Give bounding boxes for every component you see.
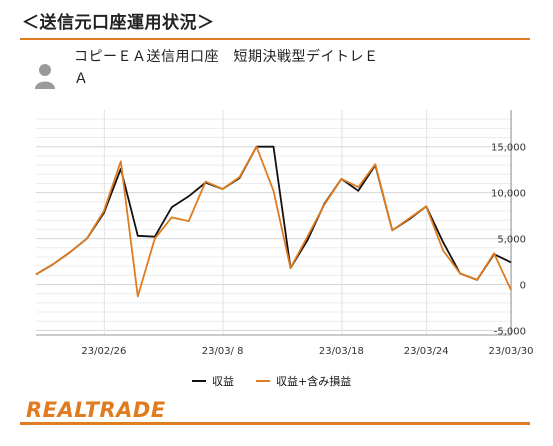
y-tick-label: 15,000 [491, 143, 526, 154]
realtrade-logo: REALTRADE [26, 398, 166, 421]
legend-label-0: 収益 [212, 374, 234, 388]
y-tick-label: -5,000 [494, 326, 526, 337]
chart-axes [36, 110, 512, 336]
y-tick-label: 5,000 [497, 235, 526, 246]
x-tick-label: 23/03/24 [404, 346, 449, 357]
account-name: コピーＥＡ送信用口座 短期決戦型デイトレＥＡ [74, 49, 379, 87]
x-tick-label: 23/03/18 [319, 346, 364, 357]
header-divider [20, 38, 530, 40]
y-tick-label: 0 [520, 280, 526, 291]
series-line-0 [35, 145, 512, 281]
y-tick-label: 10,000 [491, 189, 526, 200]
series-line-1 [35, 145, 512, 298]
x-tick-label: 23/02/26 [81, 346, 126, 357]
equity-chart: 23/02/26 23/03/ 8 23/03/18 23/03/24 23/03/30… [35, 110, 533, 388]
section-title: ＜送信元口座運用状況＞ [22, 13, 215, 33]
footer-divider [20, 422, 530, 425]
x-tick-label: 23/03/ 8 [202, 346, 244, 357]
svg-text:REALTRADE: REALTRADE [26, 398, 166, 421]
chart-series [35, 145, 512, 298]
y-axis-labels: -5,000 0 5,000 10,000 15,000 [491, 143, 526, 338]
legend-label-1: 収益+含み損益 [276, 374, 351, 388]
x-axis-labels: 23/02/26 23/03/ 8 23/03/18 23/03/24 23/03/30 [81, 346, 533, 357]
x-tick-label: 23/03/30 [489, 346, 534, 357]
chart-grid [36, 110, 512, 335]
chart-legend: 収益 収益+含み損益 [192, 374, 351, 388]
user-avatar-icon [35, 64, 55, 89]
